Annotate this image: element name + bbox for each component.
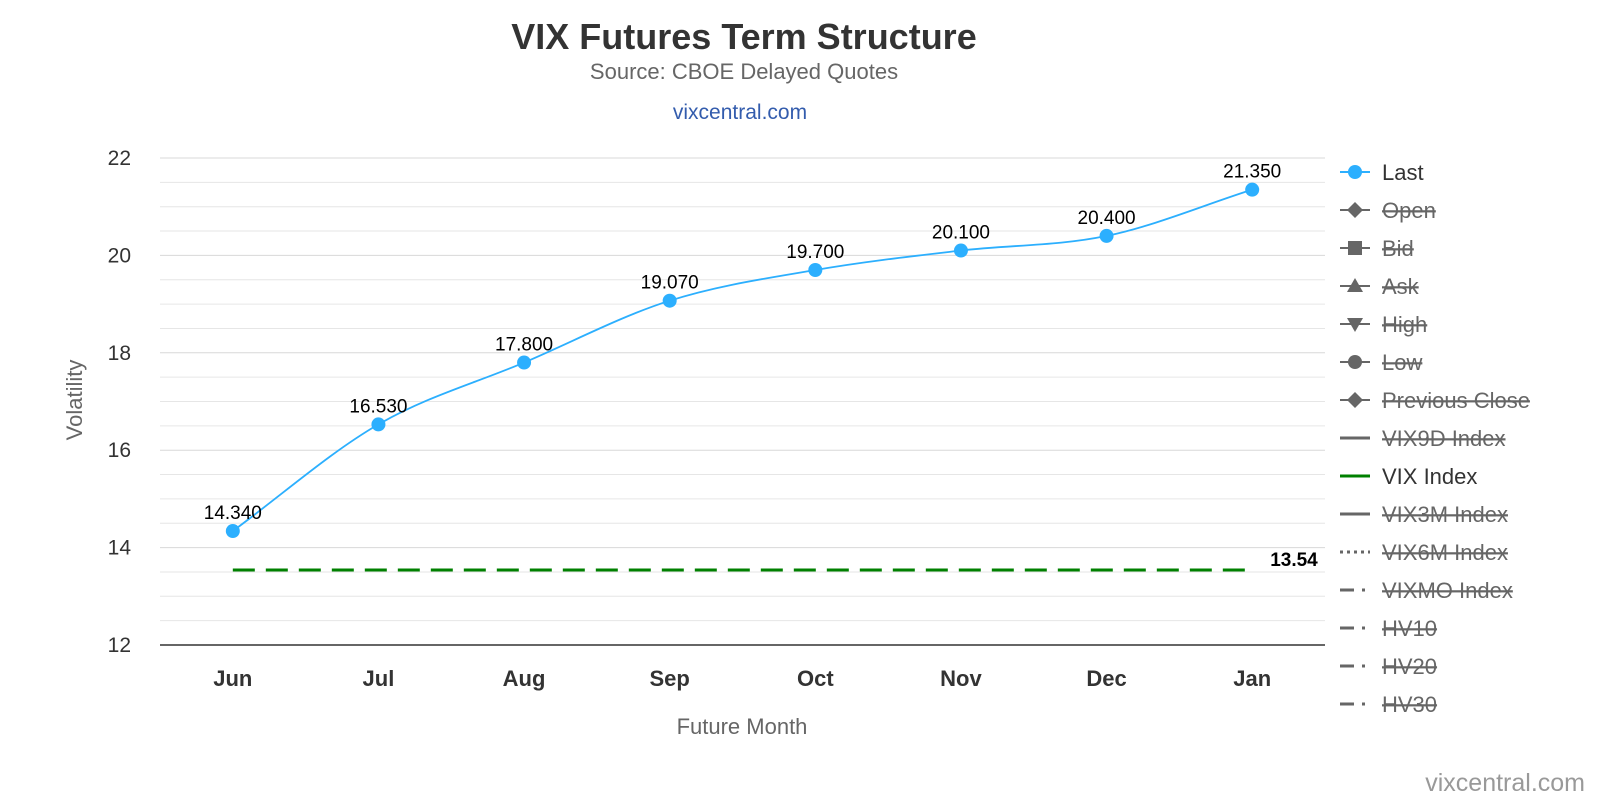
- legend-item[interactable]: Open: [1340, 198, 1436, 223]
- legend-label: Open: [1382, 198, 1436, 223]
- series: 13.54 14.340 16.530 17.800 19.070 19.700 20.10…: [204, 162, 1318, 572]
- legend-item[interactable]: Low: [1340, 350, 1422, 375]
- legend-label: HV30: [1382, 692, 1437, 717]
- last-data-point[interactable]: [1099, 228, 1114, 243]
- legend-label: VIX3M Index: [1382, 502, 1508, 527]
- legend-label: Low: [1382, 350, 1422, 375]
- last-data-label: 20.100: [932, 223, 990, 244]
- last-data-point[interactable]: [1245, 182, 1260, 197]
- legend-item[interactable]: Previous Close: [1340, 388, 1530, 413]
- grid: [160, 157, 1325, 622]
- legend-item[interactable]: HV10: [1340, 616, 1437, 641]
- legend-label: Bid: [1382, 236, 1414, 261]
- y-tick-label: 22: [108, 147, 131, 170]
- last-data-point[interactable]: [953, 243, 968, 258]
- legend-item[interactable]: Last: [1340, 160, 1424, 185]
- legend-item[interactable]: HV30: [1340, 692, 1437, 717]
- legend-label: Previous Close: [1382, 388, 1530, 413]
- legend-item[interactable]: VIXMO Index: [1340, 578, 1513, 603]
- legend-circle-icon: [1348, 355, 1362, 369]
- legend-item[interactable]: HV20: [1340, 654, 1437, 679]
- x-axis-label: Future Month: [677, 714, 808, 739]
- y-axis-ticks: 12 14 16 18 20 22: [108, 147, 132, 657]
- legend-item[interactable]: VIX Index: [1340, 464, 1477, 489]
- y-tick-label: 14: [108, 537, 132, 560]
- x-tick-label: Oct: [797, 666, 834, 691]
- chart-subtitle: Source: CBOE Delayed Quotes: [590, 59, 898, 84]
- y-tick-label: 20: [108, 244, 131, 267]
- last-data-label: 16.530: [349, 396, 407, 417]
- legend-label: Last: [1382, 160, 1424, 185]
- legend-item[interactable]: VIX3M Index: [1340, 502, 1508, 527]
- legend-label: VIX6M Index: [1382, 540, 1508, 565]
- legend-triangle-down-icon: [1347, 318, 1363, 332]
- legend-label: VIXMO Index: [1382, 578, 1513, 603]
- last-data-label: 21.350: [1223, 162, 1281, 183]
- legend-diamond-icon: [1347, 202, 1363, 218]
- x-tick-label: Aug: [503, 666, 546, 691]
- legend-label: HV20: [1382, 654, 1437, 679]
- x-tick-label: Jun: [213, 666, 252, 691]
- legend-item[interactable]: VIX6M Index: [1340, 540, 1508, 565]
- x-tick-label: Jan: [1233, 666, 1271, 691]
- chart-title: VIX Futures Term Structure: [511, 16, 976, 57]
- last-data-point[interactable]: [371, 417, 386, 432]
- legend-diamond-icon: [1347, 392, 1363, 408]
- legend-label: Ask: [1382, 274, 1420, 299]
- x-tick-label: Jul: [363, 666, 395, 691]
- last-series-line[interactable]: [232, 188, 1253, 532]
- legend: Last Open Bid Ask High Low Previous Close VIX9D…: [1340, 160, 1530, 717]
- legend-triangle-icon: [1347, 278, 1363, 292]
- legend-item[interactable]: High: [1340, 312, 1427, 337]
- last-data-label: 14.340: [204, 503, 262, 524]
- last-data-point[interactable]: [517, 355, 532, 370]
- x-axis-ticks: Jun Jul Aug Sep Oct Nov Dec Jan: [213, 666, 1271, 691]
- last-data-label: 17.800: [495, 335, 553, 356]
- legend-label: High: [1382, 312, 1427, 337]
- vix-index-label: 13.54: [1270, 550, 1318, 571]
- y-tick-label: 16: [108, 439, 131, 462]
- y-tick-label: 18: [108, 342, 131, 365]
- legend-square-icon: [1348, 241, 1362, 255]
- legend-circle-icon: [1348, 165, 1362, 179]
- legend-label: HV10: [1382, 616, 1437, 641]
- legend-item[interactable]: Bid: [1340, 236, 1414, 261]
- last-data-point[interactable]: [808, 263, 823, 278]
- last-data-point[interactable]: [662, 293, 677, 308]
- legend-item[interactable]: Ask: [1340, 274, 1420, 299]
- legend-label: VIX Index: [1382, 464, 1477, 489]
- last-data-label: 19.700: [786, 242, 844, 263]
- x-tick-label: Dec: [1086, 666, 1126, 691]
- last-data-label: 19.070: [641, 273, 699, 294]
- y-tick-label: 12: [108, 634, 131, 657]
- legend-item[interactable]: VIX9D Index: [1340, 426, 1506, 451]
- legend-label: VIX9D Index: [1382, 426, 1506, 451]
- last-data-label: 20.400: [1078, 208, 1136, 229]
- x-tick-label: Sep: [650, 666, 690, 691]
- last-data-point[interactable]: [225, 524, 240, 539]
- site-link[interactable]: vixcentral.com: [673, 101, 807, 124]
- y-axis-label: Volatility: [62, 360, 87, 441]
- x-tick-label: Nov: [940, 666, 982, 691]
- credit-link[interactable]: vixcentral.com: [1425, 769, 1585, 797]
